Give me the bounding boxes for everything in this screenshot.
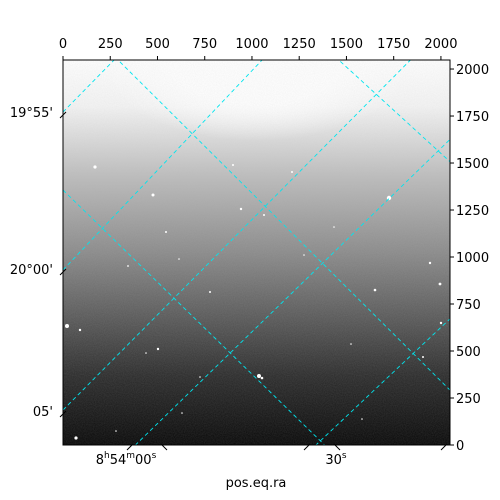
star [239, 207, 243, 211]
star [439, 321, 443, 325]
star [156, 347, 160, 351]
star [151, 193, 155, 197]
star [127, 265, 129, 267]
wcs-grid-line [63, 60, 115, 113]
top-pixel-axis: 0 250 500 750 1000 1250 1500 1750 2000 [59, 37, 457, 60]
star [361, 418, 363, 420]
star [181, 412, 183, 414]
right-pixel-axis: 0 250 500 750 1000 1250 1500 1750 2000 [450, 63, 489, 454]
star [422, 356, 424, 358]
star [209, 291, 211, 293]
star [373, 288, 377, 292]
left-tick-label: 20°00' [10, 263, 53, 278]
top-tick-label: 1000 [235, 37, 268, 52]
star [291, 171, 293, 173]
wcs-grid [63, 60, 450, 445]
star [386, 195, 392, 201]
star [78, 328, 82, 332]
star [333, 226, 335, 228]
star [65, 324, 69, 328]
right-tick-label: 0 [456, 439, 464, 454]
right-tick-label: 1250 [456, 204, 489, 219]
right-tick-label: 2000 [456, 63, 489, 78]
wcs-grid-line [315, 318, 450, 445]
left-tick-label: 05' [33, 405, 53, 420]
star [303, 254, 305, 256]
right-tick-label: 250 [456, 392, 481, 407]
top-tick-label: 2000 [424, 37, 457, 52]
top-tick-label: 500 [145, 37, 170, 52]
bottom-tick-label: 8h54m00s [96, 451, 157, 468]
image-area [63, 60, 450, 445]
star [428, 261, 432, 265]
bottom-tick-label: 30s [325, 451, 347, 468]
star [178, 258, 180, 260]
wcs-grid-line [63, 189, 326, 445]
star [257, 374, 261, 378]
right-tick-label: 1000 [456, 251, 489, 266]
star [165, 231, 167, 233]
right-tick-label: 500 [456, 345, 481, 360]
star [93, 165, 97, 169]
bottom-ra-axis: 8h54m00s 30s [96, 443, 448, 468]
bottom-tick [126, 443, 134, 451]
star [199, 376, 201, 378]
top-tick-label: 250 [98, 37, 123, 52]
bottom-tick [333, 443, 341, 451]
ra-axis-title: pos.eq.ra [226, 476, 287, 491]
right-tick-label: 750 [456, 298, 481, 313]
star [115, 430, 117, 432]
wcs-grid-line [134, 138, 450, 445]
wcs-grid-line [63, 60, 412, 411]
left-tick-label: 19°55' [10, 106, 53, 121]
top-tick-label: 1750 [377, 37, 410, 52]
right-tick-label: 1750 [456, 110, 489, 125]
right-tick-label: 1500 [456, 157, 489, 172]
left-tick [59, 410, 67, 418]
star [232, 164, 234, 166]
star [145, 352, 147, 354]
left-tick [59, 268, 67, 276]
top-tick-label: 1500 [330, 37, 363, 52]
wcs-grid-line [63, 60, 263, 271]
star [438, 282, 442, 286]
left-tick [59, 111, 67, 119]
wcs-grid-line [338, 60, 450, 163]
bottom-tick [303, 443, 311, 451]
star [350, 343, 352, 345]
star-field [65, 164, 443, 440]
plot-frame [62, 59, 451, 446]
bottom-tick [440, 443, 448, 451]
star [263, 214, 265, 216]
wcs-grid-line [117, 60, 450, 391]
star [74, 436, 78, 440]
bottom-tick [160, 443, 168, 451]
star [260, 376, 264, 380]
top-tick-label: 0 [59, 37, 67, 52]
top-tick-label: 750 [192, 37, 217, 52]
left-dec-axis: 19°55' 20°00' 05' [10, 106, 67, 420]
top-tick-label: 1250 [283, 37, 316, 52]
